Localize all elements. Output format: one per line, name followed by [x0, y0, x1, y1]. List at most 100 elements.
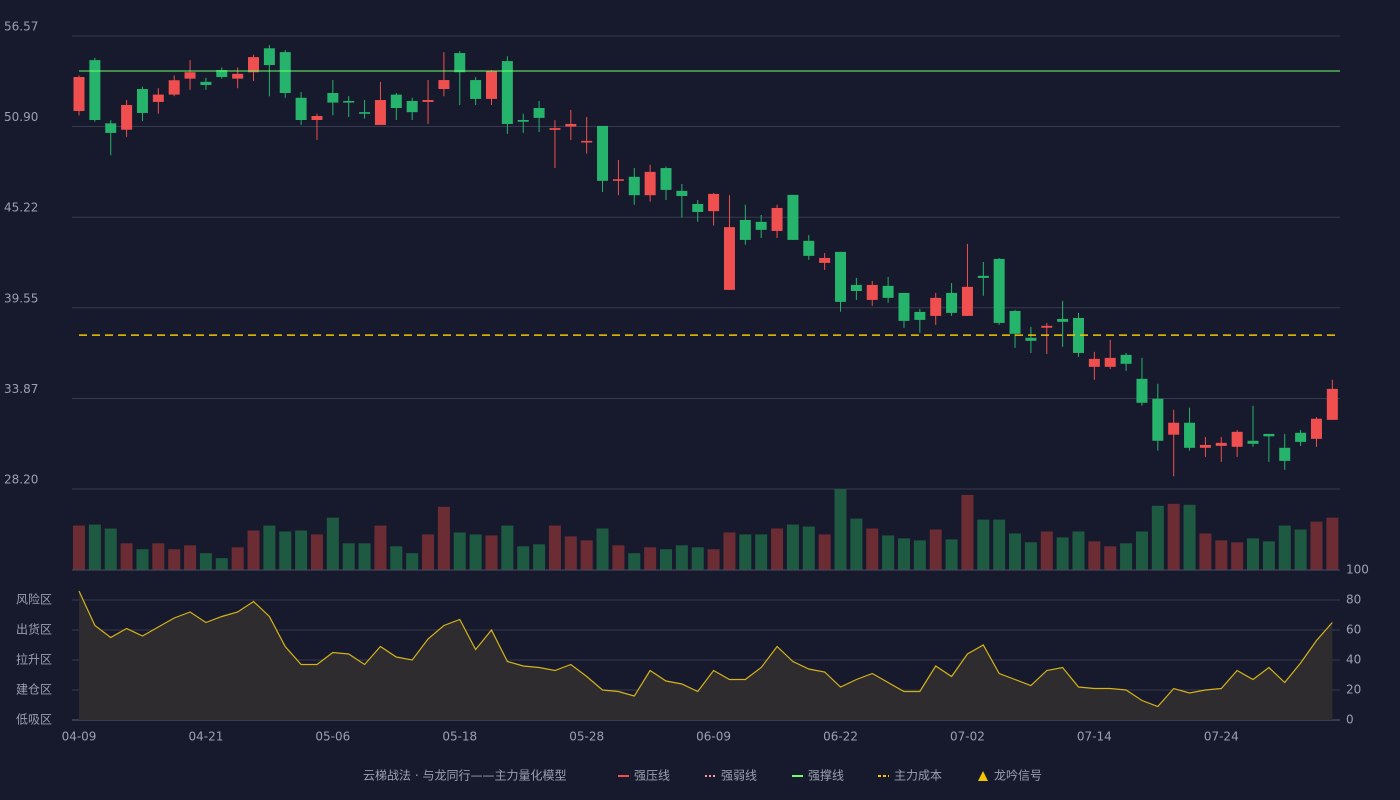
candle-body	[279, 52, 291, 94]
y-tick-label: 100	[1346, 563, 1369, 577]
candle-body	[1215, 442, 1227, 446]
volume-bar	[548, 525, 561, 570]
volume-bar	[517, 546, 530, 570]
volume-bar	[1120, 543, 1133, 570]
candle-body	[914, 311, 926, 320]
candle-body	[755, 221, 767, 230]
volume-bar	[564, 536, 577, 570]
volume-bar	[628, 553, 641, 570]
candle-body	[517, 119, 529, 122]
candle-body	[676, 190, 688, 196]
candle-body	[1231, 431, 1243, 447]
candle-body	[1072, 317, 1084, 353]
zone-label: 风险区	[16, 592, 52, 607]
candle-body	[263, 48, 275, 66]
volume-bar	[977, 519, 990, 570]
x-tick-label: 05-18	[442, 730, 477, 744]
volume-bar	[913, 540, 926, 570]
volume-bar	[533, 544, 546, 570]
candle-body	[89, 60, 101, 120]
volume-bar	[374, 525, 387, 570]
legend-label: 强弱线	[721, 769, 757, 783]
candle-body	[1326, 388, 1338, 420]
candle-body	[422, 100, 434, 102]
zone-label: 拉升区	[16, 652, 52, 667]
volume-bar	[358, 543, 371, 570]
volume-bar	[644, 547, 657, 570]
candle-body	[1199, 444, 1211, 448]
candle-body	[1136, 378, 1148, 403]
volume-bar	[1278, 525, 1291, 570]
candle-body	[644, 171, 656, 196]
candle-body	[359, 112, 371, 114]
volume-bar	[390, 546, 403, 570]
volume-bar	[1326, 517, 1339, 570]
candle-body	[597, 125, 609, 181]
volume-bar	[1215, 540, 1228, 570]
candle-body	[1088, 358, 1100, 367]
volume-bar	[263, 525, 276, 570]
volume-bar	[247, 530, 260, 570]
volume-bar	[1294, 529, 1307, 570]
candle-body	[977, 275, 989, 278]
volume-bar	[1262, 541, 1275, 570]
candle-body	[612, 179, 624, 181]
legend-label: 强压线	[634, 769, 670, 783]
candle-body	[200, 81, 212, 86]
volume-bar	[612, 545, 625, 570]
candle-body	[470, 80, 482, 99]
y-tick-label: 60	[1346, 623, 1361, 637]
candle-body	[248, 57, 260, 73]
y-tick-label: 28.20	[4, 473, 38, 487]
legend-label: 龙吟信号	[994, 768, 1042, 783]
volume-bar	[1009, 533, 1022, 570]
candle-body	[232, 73, 244, 79]
volume-bar	[1183, 504, 1196, 570]
volume-bar	[406, 553, 419, 570]
volume-bar	[1040, 531, 1053, 570]
legend-title: 云梯战法 · 与龙同行——主力量化模型	[363, 769, 566, 783]
x-tick-label: 04-21	[188, 730, 223, 744]
zone-label: 建仓区	[16, 683, 52, 697]
volume-bar	[342, 543, 355, 570]
volume-bar	[168, 549, 181, 570]
volume-bar	[231, 547, 244, 570]
legend-label: 主力成本	[894, 769, 942, 783]
candle-body	[1120, 354, 1132, 364]
volume-bar	[485, 535, 498, 570]
candle-body	[708, 193, 720, 212]
volume-bar	[184, 545, 197, 570]
legend-label: 强撑线	[808, 768, 844, 783]
x-tick-label: 06-22	[823, 730, 858, 744]
volume-bar	[88, 524, 101, 570]
volume-bar	[1199, 533, 1212, 570]
volume-bar	[1056, 537, 1069, 570]
zone-label: 出货区	[16, 622, 52, 637]
candle-body	[803, 240, 815, 256]
oscillator-line	[78, 590, 1333, 708]
candle-body	[1009, 310, 1021, 334]
candle-body	[993, 258, 1005, 323]
candle-body	[930, 297, 942, 316]
volume-bar	[818, 534, 831, 570]
candle-body	[961, 286, 973, 316]
candle-body	[152, 94, 164, 102]
candle-body	[327, 93, 339, 103]
candle-body	[343, 100, 355, 103]
volume-bar	[580, 540, 593, 570]
candle-body	[850, 284, 862, 292]
candle-body	[501, 61, 513, 124]
volume-bar	[215, 558, 228, 570]
volume-bar	[1231, 542, 1244, 570]
volume-bar	[961, 494, 974, 570]
volume-bar	[660, 549, 673, 570]
volume-bar	[771, 528, 784, 570]
volume-bar	[199, 553, 212, 570]
volume-bar	[723, 532, 736, 570]
volume-bar	[929, 529, 942, 570]
volume-bar	[739, 534, 752, 570]
candle-body	[1168, 422, 1180, 435]
volume-bar	[1247, 538, 1260, 570]
